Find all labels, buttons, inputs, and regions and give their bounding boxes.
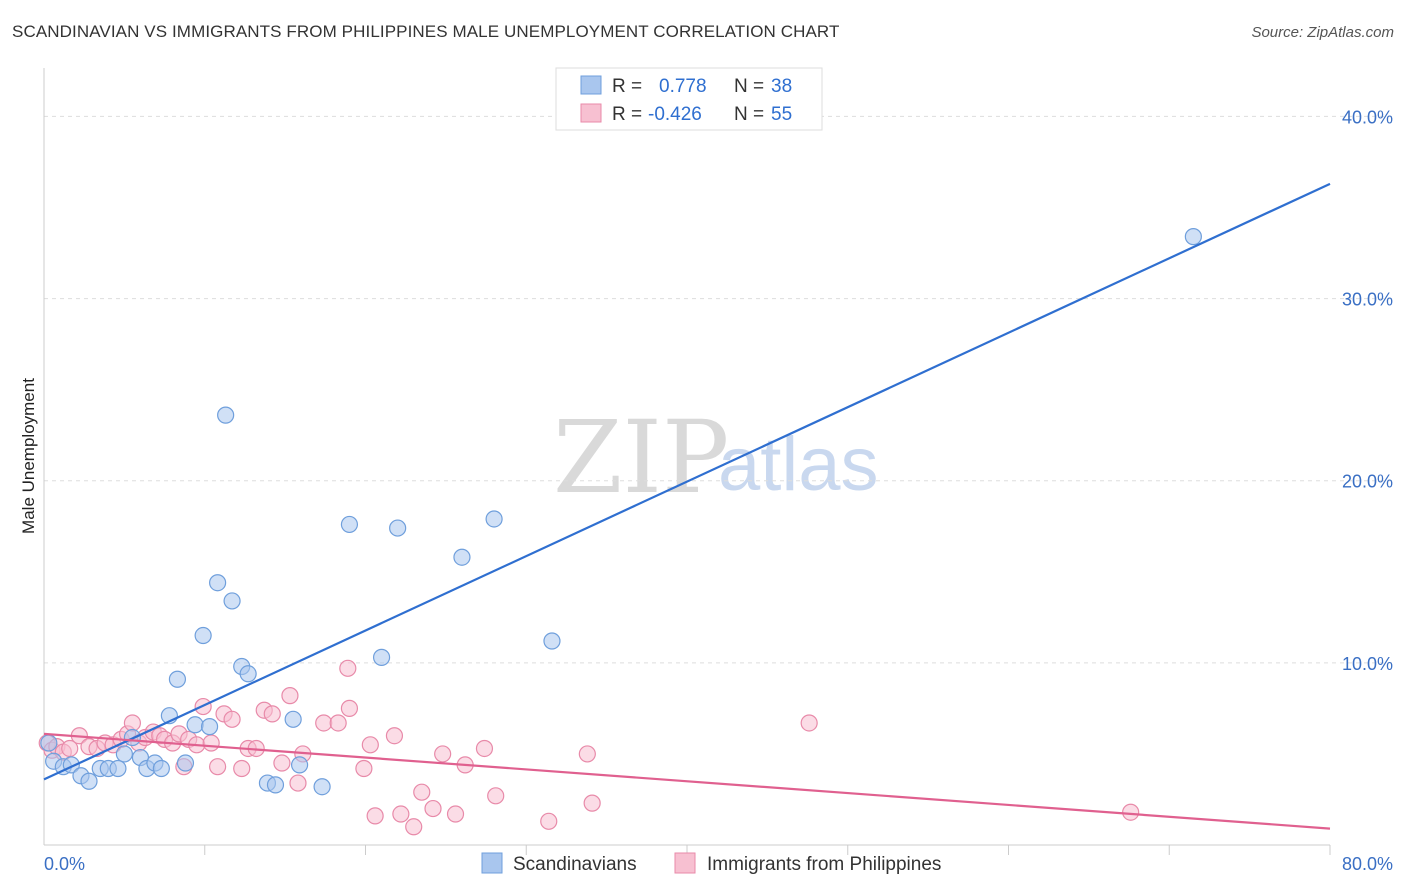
point-philippines (578, 745, 596, 763)
legend-r-label-1: R = (612, 76, 642, 97)
point-philippines (446, 805, 465, 823)
point-philippines (223, 710, 241, 728)
point-scandinavians (209, 574, 227, 592)
point-philippines (800, 714, 818, 732)
point-scandinavians (239, 665, 257, 683)
point-scandinavians (200, 718, 219, 736)
legend-n-value-1: 38 (771, 76, 792, 97)
point-scandinavians (284, 710, 302, 728)
point-philippines (361, 736, 379, 754)
point-philippines (1122, 803, 1140, 821)
point-scandinavians (1184, 228, 1202, 246)
point-philippines (315, 714, 333, 732)
y-tick-label: 30.0% (1342, 290, 1393, 310)
point-philippines (209, 758, 227, 776)
trend-lines (43, 182, 1331, 830)
point-philippines (366, 807, 384, 825)
series-legend: Scandinavians Immigrants from Philippine… (481, 852, 941, 875)
point-scandinavians (80, 772, 98, 790)
point-scandinavians (340, 515, 359, 534)
source-label: Source: ZipAtlas.com (1251, 24, 1394, 41)
series-points (38, 228, 1202, 836)
y-axis-label: Male Unemployment (19, 378, 38, 534)
bottom-legend-swatch-scandinavians (481, 852, 503, 874)
gridlines (44, 115, 1393, 664)
point-philippines (583, 794, 601, 812)
y-tick-labels: 10.0% 20.0% 30.0% 40.0% (1342, 107, 1393, 673)
point-philippines (233, 759, 251, 778)
point-philippines (424, 799, 442, 818)
legend-swatch-scandinavians (580, 75, 602, 95)
point-philippines (405, 818, 423, 836)
trend-line-scandinavians (43, 182, 1331, 781)
point-scandinavians (266, 776, 285, 794)
point-philippines (413, 783, 431, 801)
point-scandinavians (40, 734, 58, 752)
point-philippines (339, 659, 357, 677)
legend-r-value-1: 0.778 (659, 76, 707, 97)
point-philippines (340, 699, 359, 717)
watermark-atlas: atlas (718, 422, 879, 507)
legend-swatch-philippines (580, 103, 602, 123)
point-philippines (263, 705, 281, 723)
stats-legend: R = 0.778 N = 38 R = -0.426 N = 55 (555, 67, 823, 131)
legend-n-label-2: N = (734, 104, 764, 125)
point-philippines (202, 734, 220, 752)
y-tick-label: 40.0% (1342, 107, 1393, 127)
point-philippines (289, 774, 307, 792)
legend-r-label-2: R = (612, 104, 642, 125)
point-scandinavians (389, 519, 407, 537)
x-tick-label-min: 0.0% (44, 854, 85, 874)
legend-r-value-2: -0.426 (648, 104, 702, 125)
x-axis-ticks (204, 845, 1331, 855)
point-scandinavians (186, 716, 204, 734)
point-scandinavians (217, 406, 235, 424)
y-tick-label: 10.0% (1342, 654, 1393, 674)
point-scandinavians (176, 754, 195, 772)
point-philippines (434, 745, 452, 763)
point-philippines (392, 805, 410, 823)
point-philippines (540, 812, 558, 830)
point-philippines (355, 759, 373, 778)
point-philippines (475, 739, 494, 758)
point-scandinavians (168, 670, 187, 688)
point-philippines (123, 714, 142, 732)
point-scandinavians (453, 548, 471, 566)
point-scandinavians (152, 759, 170, 778)
point-scandinavians (109, 759, 127, 778)
point-scandinavians (223, 592, 241, 610)
point-scandinavians (485, 510, 503, 528)
trend-line-philippines (43, 732, 1331, 830)
bottom-legend-swatch-philippines (674, 852, 696, 874)
x-tick-label-max: 80.0% (1342, 854, 1393, 874)
watermark-zip: ZIP (553, 399, 729, 516)
point-philippines (385, 727, 404, 745)
point-philippines (329, 714, 347, 732)
point-scandinavians (115, 745, 133, 763)
point-scandinavians (543, 632, 561, 650)
chart-title: SCANDINAVIAN VS IMMIGRANTS FROM PHILIPPI… (12, 22, 840, 41)
point-philippines (273, 754, 291, 772)
point-philippines (487, 787, 505, 805)
point-philippines (281, 687, 299, 705)
legend-n-label-1: N = (734, 76, 764, 97)
point-scandinavians (372, 648, 391, 666)
bottom-legend-label-philippines: Immigrants from Philippines (707, 854, 941, 875)
point-scandinavians (194, 626, 212, 645)
legend-n-value-2: 55 (771, 104, 792, 125)
point-scandinavians (313, 778, 331, 796)
point-scandinavians (290, 756, 309, 774)
y-tick-label: 20.0% (1342, 472, 1393, 492)
bottom-legend-label-scandinavians: Scandinavians (513, 854, 637, 875)
